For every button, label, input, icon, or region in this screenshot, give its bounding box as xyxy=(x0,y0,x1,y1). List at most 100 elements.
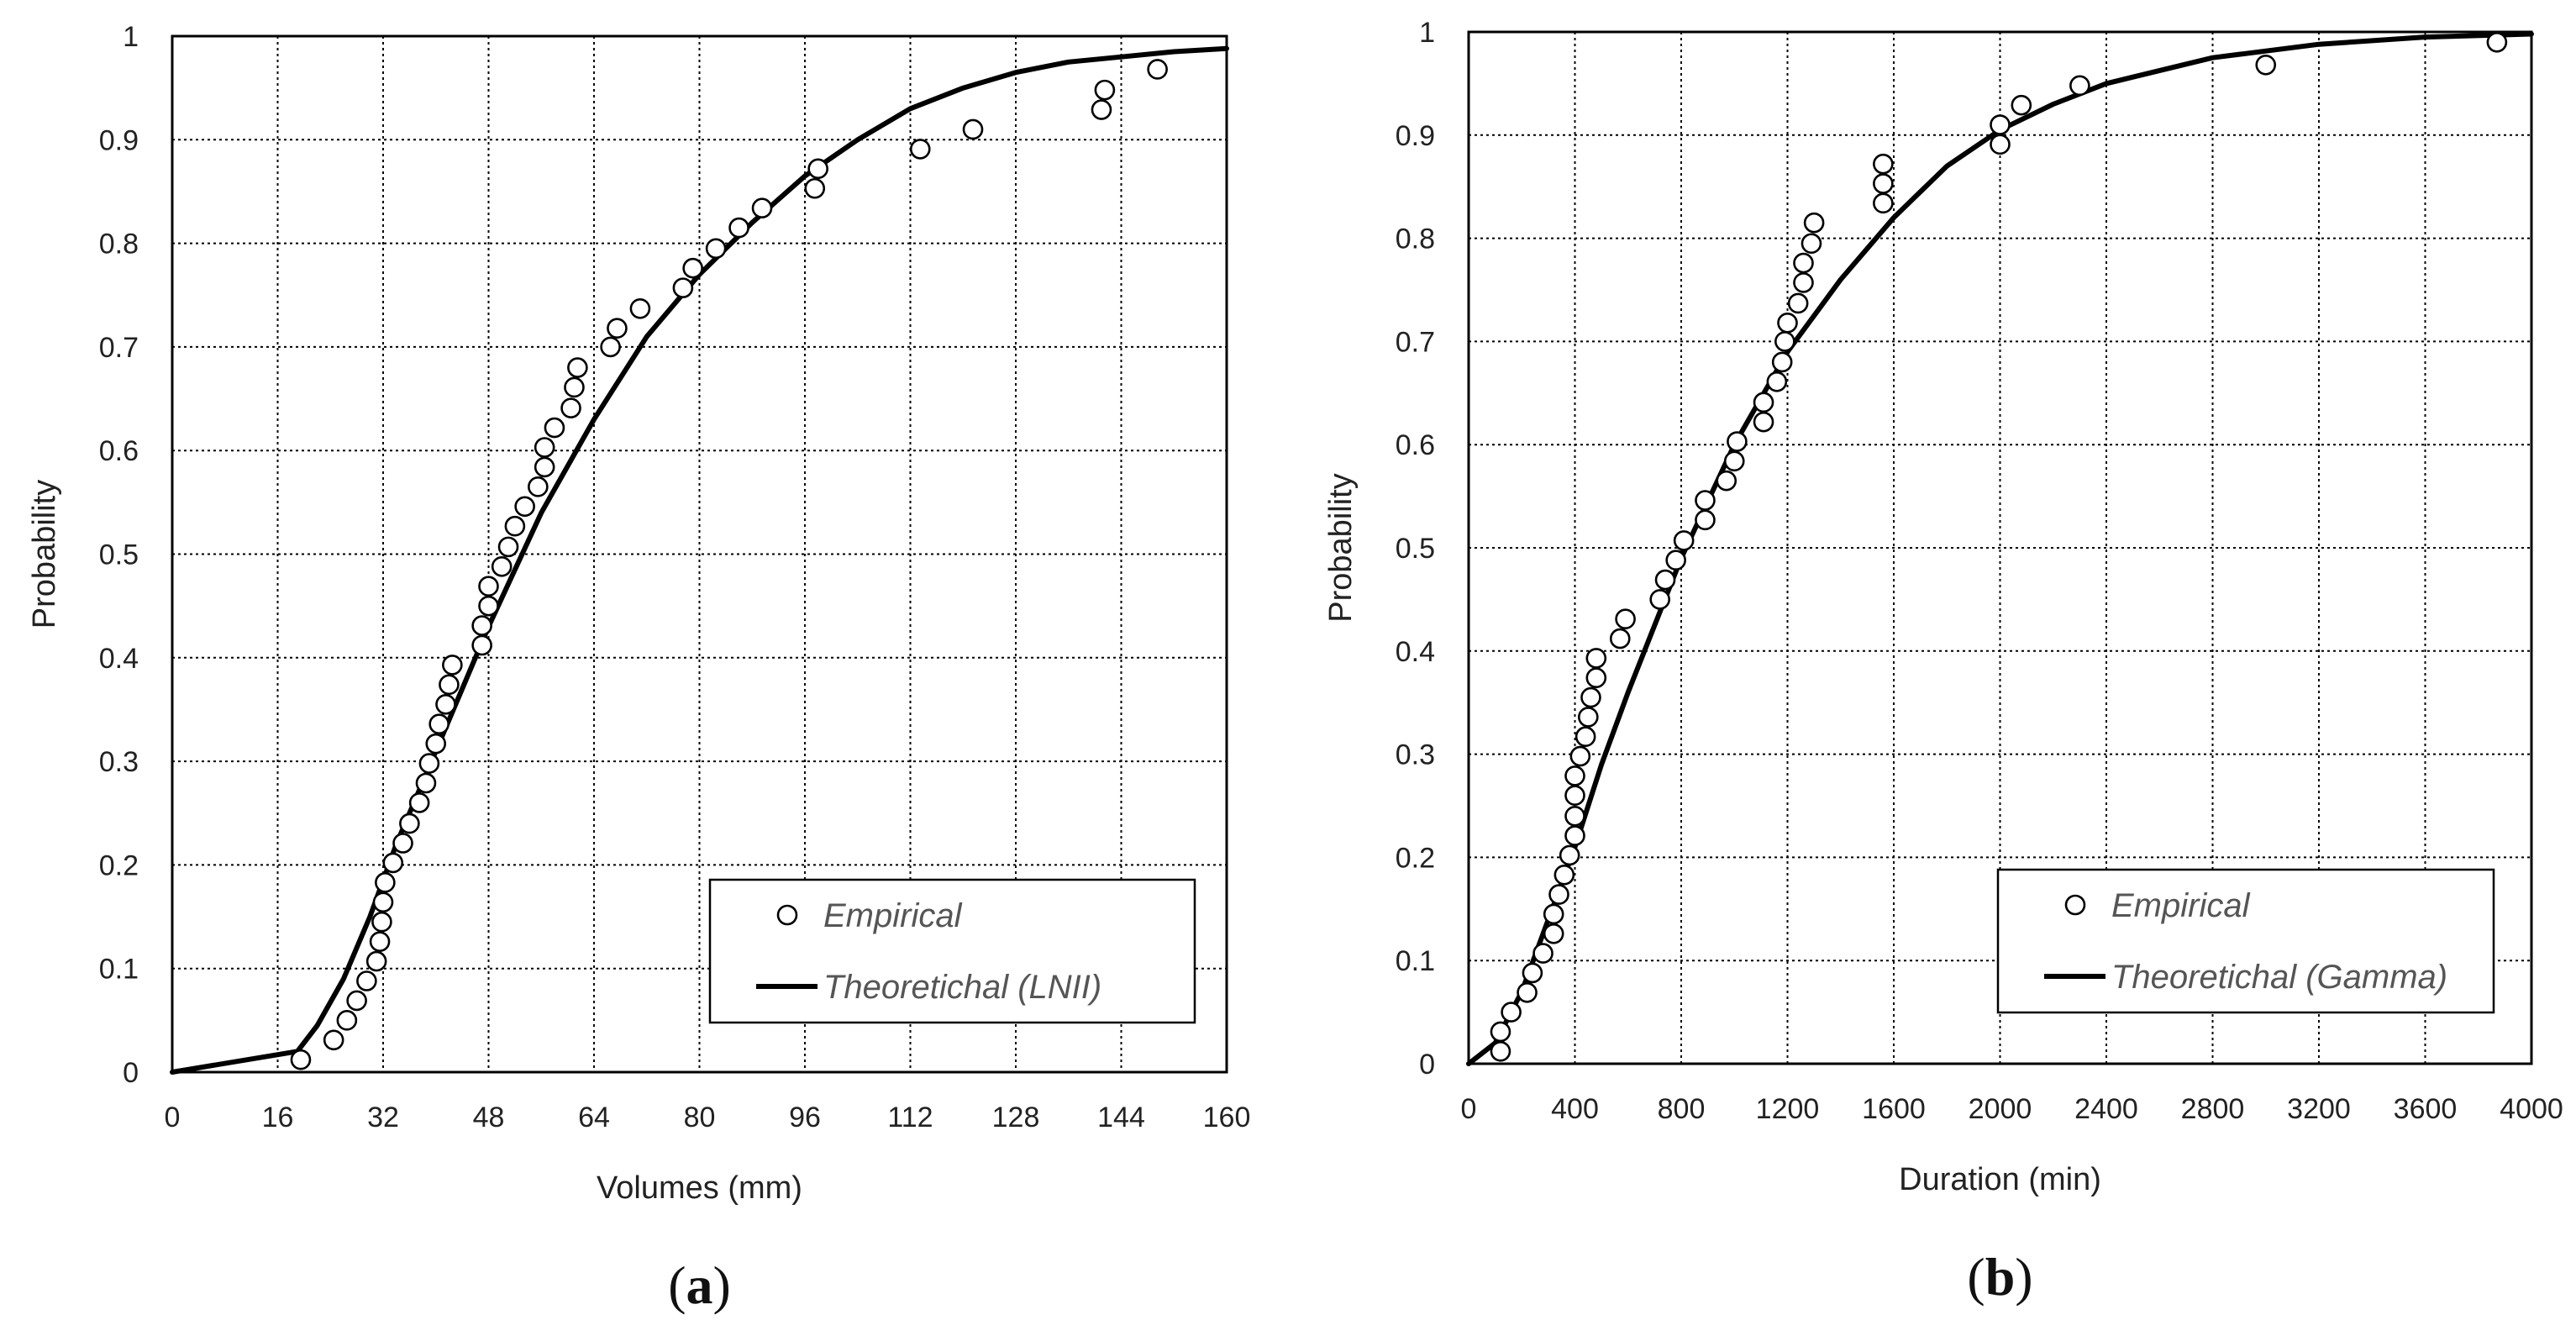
empirical-point xyxy=(1766,371,1788,392)
y-tick-label: 0.5 xyxy=(1396,533,1435,565)
x-tick-label: 64 xyxy=(578,1102,610,1133)
x-tick-label: 400 xyxy=(1551,1093,1599,1125)
empirical-point xyxy=(1723,450,1745,472)
empirical-point xyxy=(1673,530,1695,551)
empirical-point xyxy=(560,397,581,418)
panel-label: (a) xyxy=(668,1255,731,1315)
y-tick-label: 0.9 xyxy=(1396,120,1435,152)
empirical-point xyxy=(2486,31,2508,53)
x-axis-title: Duration (min) xyxy=(1899,1162,2101,1197)
empirical-point xyxy=(478,576,499,597)
empirical-point xyxy=(382,852,404,874)
x-tick-label: 2400 xyxy=(2074,1093,2138,1125)
empirical-point xyxy=(1774,331,1795,352)
chart-panel-a: 0 16 32 48 64 80 96 112 128 144 160 0 0.1 0.2 0.3 0.4 0.… xyxy=(27,21,1250,1315)
empirical-point xyxy=(1753,392,1774,413)
x-tick-label: 800 xyxy=(1658,1093,1706,1125)
y-tick-label: 0.4 xyxy=(99,643,139,675)
empirical-point xyxy=(428,713,449,735)
empirical-point xyxy=(369,931,391,952)
panel-label-close-paren: ) xyxy=(713,1255,731,1315)
empirical-point xyxy=(728,217,749,239)
empirical-point xyxy=(418,753,440,774)
empirical-point xyxy=(1803,212,1825,234)
empirical-point xyxy=(534,456,555,478)
empirical-point xyxy=(1990,134,2011,155)
empirical-point xyxy=(392,833,413,854)
empirical-point xyxy=(1543,923,1564,944)
empirical-point xyxy=(804,177,826,199)
chart-panel-b: 0 400 800 1200 1600 2000 2400 2800 3200 3600 4000 0… xyxy=(1323,17,2563,1307)
y-tick-label: 0.3 xyxy=(1396,739,1435,771)
empirical-point xyxy=(1873,173,1894,194)
legend-marker-empirical xyxy=(2064,894,2086,916)
empirical-point xyxy=(478,595,499,617)
y-tick-label: 0.7 xyxy=(1396,326,1435,358)
x-tick-label: 3600 xyxy=(2394,1093,2458,1125)
empirical-point xyxy=(1543,903,1564,925)
y-tick-label: 0.1 xyxy=(1396,945,1435,977)
empirical-point xyxy=(962,118,984,140)
y-tick-label: 0.7 xyxy=(99,332,139,364)
x-axis-title: Volumes (mm) xyxy=(597,1170,802,1206)
empirical-point xyxy=(600,336,621,358)
empirical-point xyxy=(1147,59,1168,80)
empirical-point xyxy=(1609,628,1631,649)
y-tick-label: 0 xyxy=(1419,1049,1435,1081)
empirical-point xyxy=(1564,785,1585,807)
empirical-point xyxy=(491,555,513,577)
empirical-point xyxy=(346,990,367,1012)
y-tick-label: 0.6 xyxy=(1396,429,1435,461)
y-tick-label: 0.2 xyxy=(1396,842,1435,874)
empirical-point xyxy=(1665,550,1686,571)
empirical-point xyxy=(504,515,526,537)
empirical-point xyxy=(1716,470,1737,492)
empirical-point xyxy=(705,238,727,260)
x-tick-label: 2000 xyxy=(1969,1093,2032,1125)
empirical-point xyxy=(1793,252,1814,274)
empirical-point xyxy=(1578,707,1599,728)
empirical-point xyxy=(2069,75,2090,97)
empirical-point xyxy=(514,496,535,518)
y-tick-label: 0.4 xyxy=(1396,636,1435,668)
empirical-point xyxy=(290,1049,312,1070)
empirical-point xyxy=(528,476,549,497)
empirical-point xyxy=(1575,726,1596,748)
empirical-point xyxy=(425,733,447,755)
empirical-point xyxy=(356,970,377,991)
empirical-point xyxy=(1091,99,1112,120)
empirical-point xyxy=(1793,272,1814,293)
empirical-point xyxy=(1564,805,1585,827)
empirical-point xyxy=(1569,745,1591,767)
empirical-point xyxy=(375,872,396,893)
empirical-point xyxy=(1695,490,1716,511)
y-tick-label: 0.9 xyxy=(99,124,139,156)
empirical-point xyxy=(909,139,931,160)
empirical-point xyxy=(1873,192,1894,214)
panel-label: (b) xyxy=(1967,1247,2032,1307)
empirical-point xyxy=(807,158,828,180)
legend-marker-empirical xyxy=(776,904,798,926)
x-tick-label: 3200 xyxy=(2287,1093,2351,1125)
empirical-point xyxy=(2255,54,2277,76)
y-tick-label: 0.8 xyxy=(99,229,139,260)
empirical-point xyxy=(1522,962,1543,984)
empirical-point xyxy=(365,950,387,972)
panel-label-open-paren: ( xyxy=(668,1255,686,1315)
empirical-point xyxy=(1501,1002,1522,1023)
empirical-point xyxy=(415,772,437,794)
empirical-point xyxy=(371,911,392,933)
y-tick-label: 1 xyxy=(123,21,139,53)
empirical-point xyxy=(1771,351,1793,373)
panel-label-letter: b xyxy=(1985,1247,2016,1307)
y-tick-label: 0.2 xyxy=(99,849,139,881)
empirical-point xyxy=(1654,569,1676,591)
empirical-point xyxy=(751,197,773,218)
legend-box xyxy=(708,878,1196,1024)
empirical-point xyxy=(544,417,565,439)
empirical-point xyxy=(1585,667,1607,689)
empirical-point xyxy=(1873,153,1894,175)
empirical-point xyxy=(2011,94,2032,116)
panel-label-close-paren: ) xyxy=(2015,1247,2032,1307)
